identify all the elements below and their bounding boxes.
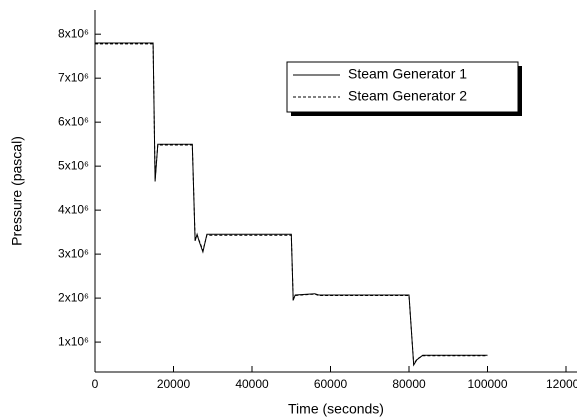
x-tick-label: 40000 [235,377,269,391]
x-tick-label: 100000 [467,377,507,391]
y-tick-label: 3x10⁶ [58,246,89,260]
x-tick-label: 80000 [392,377,426,391]
y-tick-label: 4x10⁶ [58,202,89,216]
x-tick-label: 20000 [157,377,191,391]
y-axis-title: Pressure (pascal) [9,136,25,246]
y-tick-label: 2x10⁶ [58,290,89,304]
y-tick-label: 5x10⁶ [58,158,89,172]
y-tick-label: 8x10⁶ [58,26,89,40]
legend-text: Steam Generator 2 [348,88,467,104]
y-tick-label: 7x10⁶ [58,70,89,84]
legend [286,61,519,113]
y-tick-label: 6x10⁶ [58,114,89,128]
x-tick-label: 60000 [314,377,348,391]
x-tick-label: 0 [92,377,99,391]
x-tick-label: 120000 [546,377,577,391]
x-axis-title: Time (seconds) [288,401,384,417]
series-line [95,43,488,366]
legend-text: Steam Generator 1 [348,66,467,82]
y-tick-label: 1x10⁶ [58,334,89,348]
